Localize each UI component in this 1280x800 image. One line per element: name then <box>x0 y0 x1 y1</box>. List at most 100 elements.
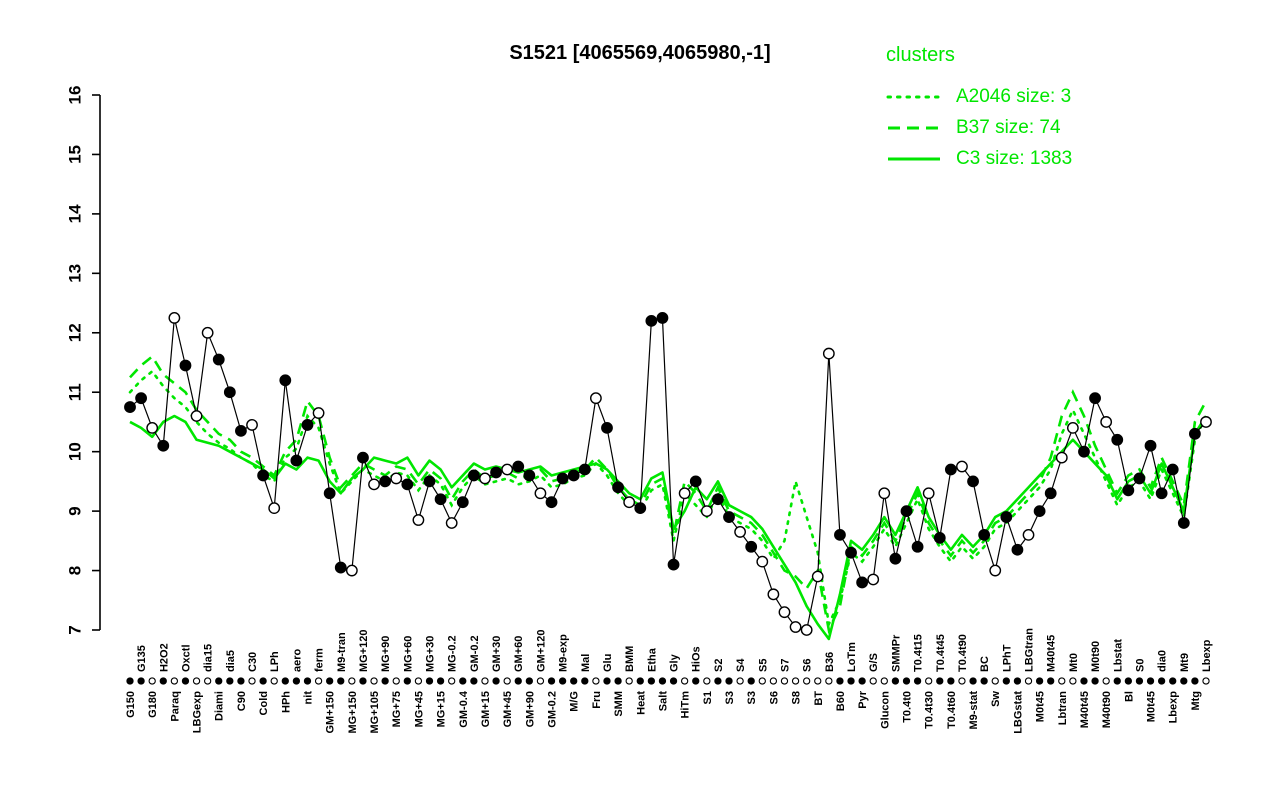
condition-strip-dot <box>481 677 489 685</box>
data-point-filled <box>1133 472 1146 485</box>
x-category-label: Mal <box>580 654 592 672</box>
data-point-open <box>534 487 547 500</box>
data-point-filled <box>179 359 192 372</box>
data-point-filled <box>334 561 347 574</box>
condition-strip-dot <box>1191 677 1199 685</box>
data-point-open <box>445 517 458 529</box>
x-category-label: Lbexp <box>1201 639 1213 672</box>
x-category-label: M40t90 <box>1101 691 1113 728</box>
condition-strip-dot <box>1102 677 1110 685</box>
legend-entry-a2046: A2046 size: 3 <box>886 81 1072 112</box>
x-category-label: SMM <box>613 691 625 717</box>
condition-strip-dot <box>226 677 234 685</box>
x-category-label: MG-0.2 <box>447 635 459 672</box>
x-category-label: LPh <box>269 651 281 672</box>
x-category-label: MG+105 <box>369 691 381 734</box>
condition-strip-dot <box>281 677 289 685</box>
data-point-open <box>1100 416 1113 428</box>
x-category-label: T0.4t90 <box>957 634 969 672</box>
x-category-label: Lbtran <box>1057 691 1069 726</box>
legend-heading: clusters <box>886 44 955 66</box>
data-point-open <box>956 460 968 473</box>
condition-strip-dot <box>547 677 556 685</box>
condition-strip-dot <box>314 677 323 685</box>
series-b37-dashed <box>129 354 1208 635</box>
legend-entry-label: A2046 size: 3 <box>956 85 1072 107</box>
condition-strip-dot <box>714 677 722 685</box>
x-category-label: C30 <box>247 652 259 672</box>
x-category-label: LBGtran <box>1024 628 1036 672</box>
x-category-label: BMM <box>624 646 636 672</box>
data-point-open <box>479 472 491 485</box>
data-point-filled <box>1166 463 1179 476</box>
x-category-label: MG+75 <box>391 691 403 727</box>
condition-strip-dot <box>958 677 966 685</box>
x-category-label: M9-tran <box>336 632 348 672</box>
x-category-label: G/S <box>868 653 880 672</box>
data-point-filled <box>967 475 979 488</box>
x-category-label: GM+150 <box>325 691 337 734</box>
data-point-open <box>811 570 824 583</box>
condition-strip-dot <box>514 677 522 685</box>
data-point-open <box>878 487 891 500</box>
x-category-label: BT <box>813 691 825 706</box>
data-point-filled <box>900 505 913 518</box>
x-category-label: Oxctl <box>180 644 192 672</box>
x-category-label: Mt9 <box>1179 653 1191 672</box>
x-category-label: Paraq <box>169 691 181 722</box>
x-category-label: dia5 <box>225 650 237 672</box>
condition-strip-dot <box>869 677 877 685</box>
x-category-label: H2O2 <box>158 643 170 672</box>
data-point-open <box>767 588 780 601</box>
data-point-filled <box>656 312 669 324</box>
x-category-label: HiOs <box>691 646 703 672</box>
data-point-filled <box>301 419 314 431</box>
condition-strip-dot <box>359 677 367 685</box>
data-point-filled <box>933 531 946 544</box>
condition-strip-dot <box>947 677 955 685</box>
data-point-filled <box>1189 427 1201 440</box>
condition-strip-dot <box>203 677 212 685</box>
x-category-label: GM+15 <box>480 691 492 727</box>
legend-entry-label: B37 size: 74 <box>956 116 1061 138</box>
condition-strip-dot <box>880 677 888 685</box>
chart-title: S1521 [4065569,4065980,-1] <box>509 42 771 64</box>
condition-strip-dot <box>1069 677 1077 685</box>
x-category-label: Pyr <box>857 690 869 708</box>
x-category-label: T0.4t45 <box>935 634 947 672</box>
data-point-filled <box>911 540 924 553</box>
condition-strip-dot <box>725 677 733 685</box>
x-category-label: Lbexp <box>1168 691 1180 724</box>
data-point-filled <box>1177 517 1190 529</box>
condition-strip-dot <box>814 677 822 685</box>
data-point-filled <box>379 475 392 488</box>
data-point-open <box>345 564 358 577</box>
data-point-open <box>1200 416 1212 428</box>
condition-strip-dot <box>847 677 855 685</box>
x-category-label: Bl <box>1123 691 1135 702</box>
condition-strip-dot <box>636 677 644 685</box>
condition-strip-dot <box>148 677 156 685</box>
x-category-label: Sw <box>990 691 1002 707</box>
condition-strip-dot <box>326 677 334 685</box>
data-point-open <box>922 487 935 500</box>
x-category-label: S6 <box>768 691 780 704</box>
data-point-filled <box>323 487 336 500</box>
x-category-label: ferm <box>314 648 326 672</box>
condition-strip-dot <box>1169 677 1177 685</box>
condition-strip-dot <box>791 677 800 685</box>
data-point-filled <box>545 496 558 509</box>
x-category-label: GM+90 <box>524 691 536 727</box>
data-point-open <box>146 421 159 434</box>
x-category-label: GM-0.2 <box>469 635 481 672</box>
data-point-open <box>867 573 880 586</box>
condition-strip-dot <box>425 677 434 685</box>
data-point-open <box>800 624 813 636</box>
x-category-label: GM-0.4 <box>458 690 470 728</box>
x-category-label: MG+45 <box>413 691 425 727</box>
data-point-open <box>623 496 636 509</box>
condition-strip-dot <box>836 677 844 685</box>
x-category-label: Salt <box>657 691 669 712</box>
data-point-filled <box>157 439 170 452</box>
